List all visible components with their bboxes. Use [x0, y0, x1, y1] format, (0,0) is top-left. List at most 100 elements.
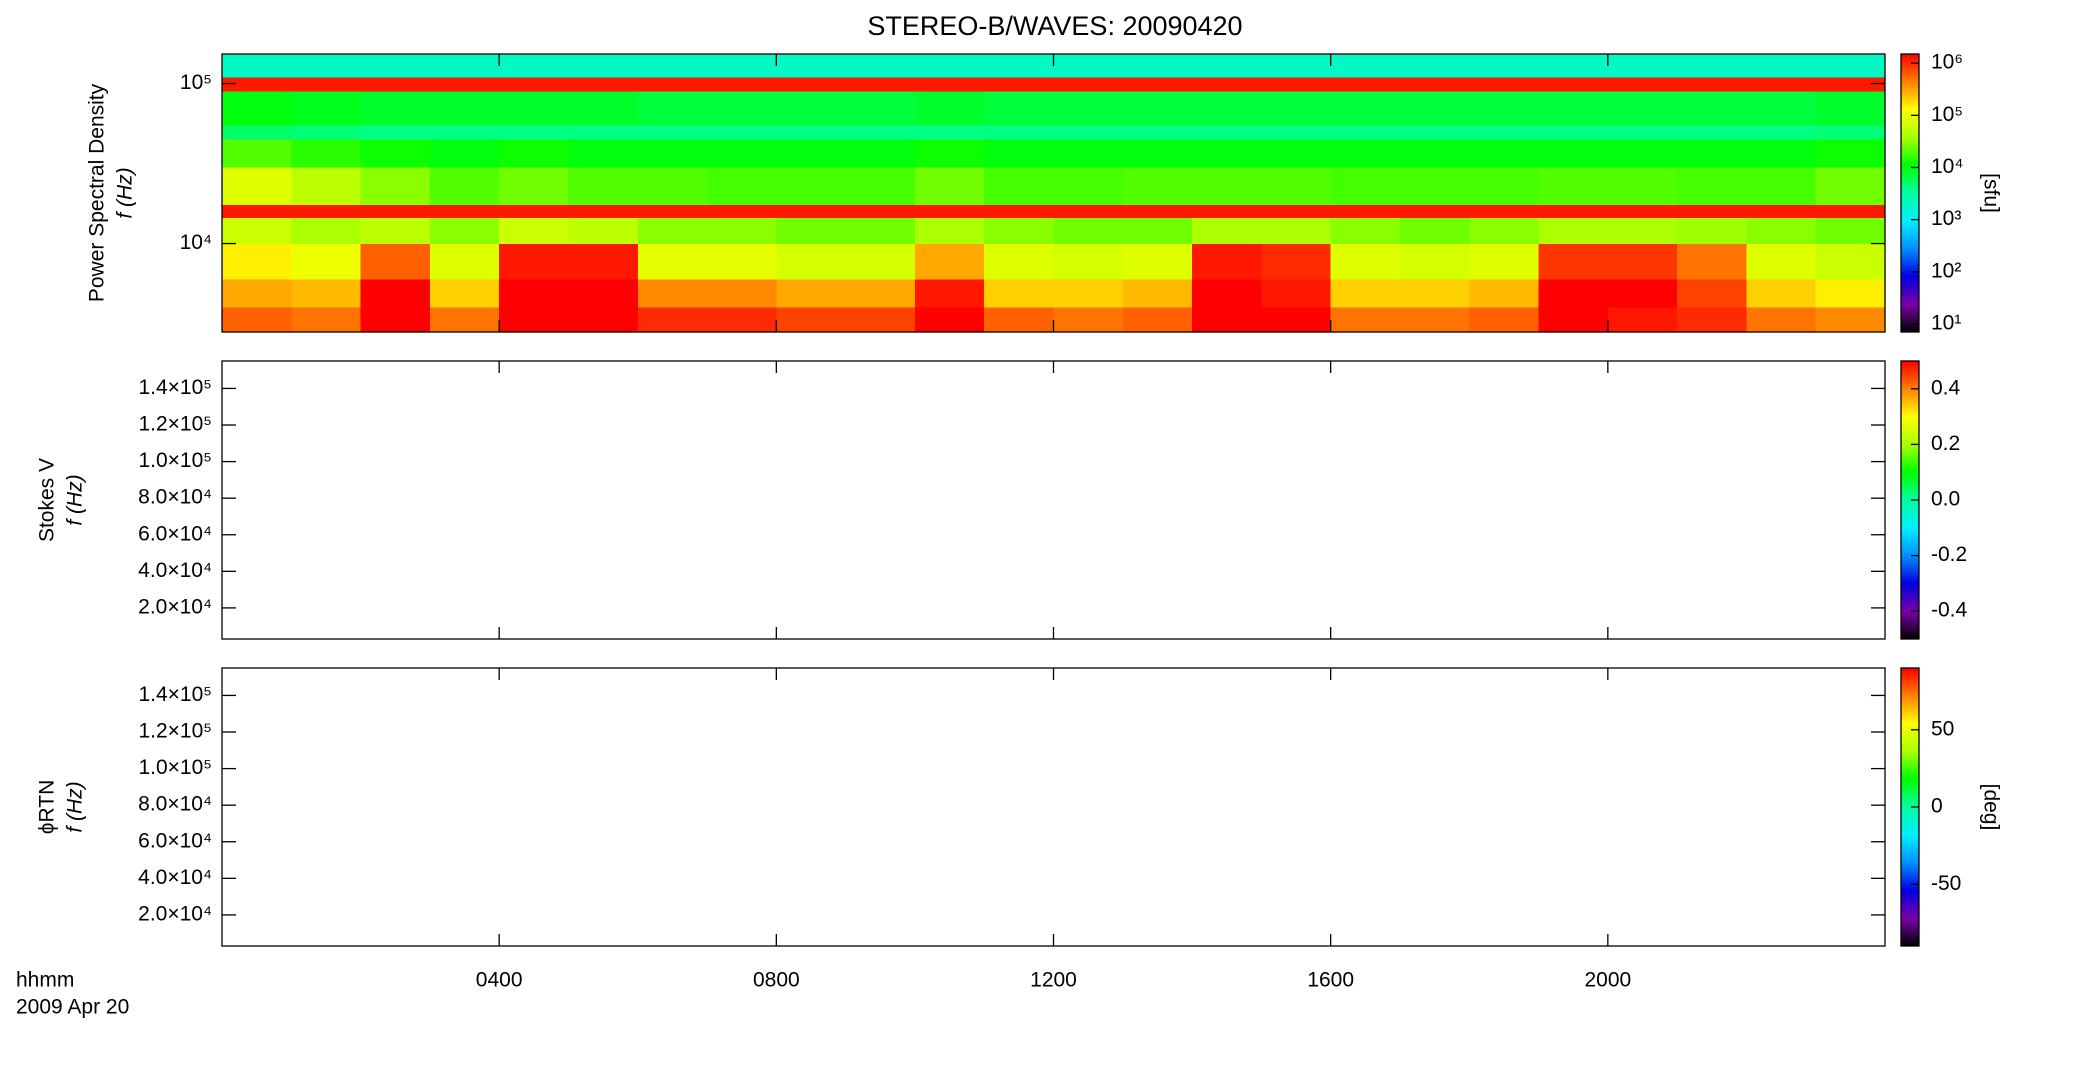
spectrogram-cell [222, 217, 292, 245]
spectrogram-cell [429, 279, 500, 308]
spectrogram-cell [291, 54, 362, 78]
spectrogram-cell [1399, 307, 1470, 333]
spectrogram-cell [1261, 307, 1332, 333]
spectrogram-cell [1122, 279, 1193, 308]
spectrogram-cell [1469, 54, 1540, 78]
spectrogram-cell [568, 76, 639, 92]
spectrogram-cell [222, 76, 292, 92]
spectrogram-cell [1053, 307, 1124, 333]
spectrogram-cell [1677, 76, 1747, 92]
spectrogram-cell [1746, 204, 1817, 219]
y-axis-title: f (Hz) [64, 781, 87, 832]
spectrogram-cell [1469, 167, 1540, 206]
spectrogram-cell [1192, 139, 1262, 168]
spectrogram-cell [707, 54, 777, 78]
spectrogram-cell [776, 139, 847, 168]
spectrogram-cell [707, 243, 777, 280]
spectrogram-cell [1192, 167, 1262, 206]
spectrogram-cell [1607, 125, 1678, 140]
spectrogram-cell [291, 76, 362, 92]
spectrogram-cell [776, 54, 847, 78]
colorbar-tick-label: 10³ [1931, 207, 1961, 230]
spectrogram-cell [1192, 204, 1262, 219]
spectrogram-cell [1538, 125, 1609, 140]
spectrogram-cell [1053, 217, 1124, 245]
spectrogram-cell [1053, 139, 1124, 168]
spectrogram-cell [1607, 54, 1678, 78]
spectrogram-cell [1607, 76, 1678, 92]
spectrogram-cell [360, 204, 431, 219]
spectrogram-cell [222, 279, 292, 308]
spectrogram-cell [291, 243, 362, 280]
spectrogram-cell [568, 279, 639, 308]
colorbar [1900, 53, 1920, 333]
spectrogram-cell [1192, 307, 1262, 333]
colorbar-tick-label: 10⁴ [1931, 155, 1963, 178]
spectrogram-cell [1330, 76, 1401, 92]
spectrogram-cell [1469, 243, 1540, 280]
spectrogram-cell [637, 217, 708, 245]
spectrogram-cell [1538, 279, 1609, 308]
spectrogram-cell [1607, 90, 1678, 126]
spectrogram-cell [1746, 167, 1817, 206]
spectrogram-cell [637, 54, 708, 78]
spectrogram-cell [1330, 139, 1401, 168]
spectrogram-cell [1815, 125, 1886, 140]
spectrogram-cell [1677, 279, 1747, 308]
spectrogram-cell [1053, 125, 1124, 140]
spectrogram-cell [360, 243, 431, 280]
y-tick-label: 1.2×10⁵ [138, 720, 212, 743]
spectrogram-cell [637, 243, 708, 280]
x-tick-label: 1200 [1030, 969, 1077, 992]
colorbar-tick-label: 0 [1931, 795, 1943, 818]
spectrogram-cell [637, 76, 708, 92]
spectrogram-cell [429, 307, 500, 333]
spectrogram-cell [568, 139, 639, 168]
spectrogram-cell [1815, 167, 1886, 206]
spectrogram-cell [1192, 90, 1262, 126]
spectrogram-cell [1261, 217, 1332, 245]
spectrogram-cell [499, 243, 569, 280]
spectrogram-cell [1053, 90, 1124, 126]
spectrogram-cell [1746, 307, 1817, 333]
colorbar-tick-label: -0.2 [1931, 543, 1967, 566]
spectrogram-cell [776, 307, 847, 333]
colorbar-tick-label: 50 [1931, 717, 1954, 740]
spectrogram-cell [1607, 139, 1678, 168]
spectrogram-cell [707, 90, 777, 126]
spectrogram-cell [845, 307, 916, 333]
spectrogram-cell [568, 167, 639, 206]
spectrogram-cell [360, 125, 431, 140]
spectrogram-cell [429, 204, 500, 219]
colorbar-title: [deg] [1979, 784, 2002, 831]
spectrogram-cell [1607, 204, 1678, 219]
spectrogram-cell [914, 90, 985, 126]
spectrogram-cell [429, 54, 500, 78]
spectrogram-cell [845, 139, 916, 168]
colorbar-tick-label: 0.2 [1931, 432, 1960, 455]
spectrogram-cell [429, 125, 500, 140]
spectrogram-cell [1469, 76, 1540, 92]
spectrogram-cell [1677, 139, 1747, 168]
spectrogram-cell [707, 204, 777, 219]
spectrogram-cell [568, 90, 639, 126]
spectrogram-cell [499, 76, 569, 92]
spectrogram-cell [914, 243, 985, 280]
y-tick-label: 1.4×10⁵ [138, 683, 212, 706]
spectrogram-cell [1261, 54, 1332, 78]
spectrogram-cell [1261, 204, 1332, 219]
spectrogram-cell [845, 217, 916, 245]
spectrogram-cell [1815, 204, 1886, 219]
y-tick-label: 10⁵ [180, 71, 212, 94]
spectrogram-cell [429, 139, 500, 168]
chart-title: STEREO-B/WAVES: 20090420 [867, 11, 1242, 41]
spectrogram-cell [637, 125, 708, 140]
spectrogram-cell [1538, 139, 1609, 168]
spectrogram-cell [222, 307, 292, 333]
spectrogram-cell [499, 217, 569, 245]
spectrogram-cell [1746, 279, 1817, 308]
y-tick-label: 1.4×10⁵ [138, 376, 212, 399]
spectrogram-cell [1399, 139, 1470, 168]
spectrogram-cell [1746, 90, 1817, 126]
